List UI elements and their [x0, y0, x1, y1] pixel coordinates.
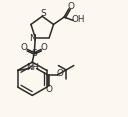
Text: OH: OH: [72, 15, 85, 24]
Text: N: N: [29, 34, 36, 43]
Text: O: O: [41, 43, 48, 52]
Text: NH: NH: [27, 63, 40, 72]
Text: S: S: [40, 9, 46, 18]
Text: O: O: [67, 2, 74, 11]
Text: O: O: [21, 43, 28, 52]
Text: S: S: [31, 49, 37, 58]
Text: O: O: [57, 69, 63, 78]
Text: O: O: [45, 85, 52, 94]
